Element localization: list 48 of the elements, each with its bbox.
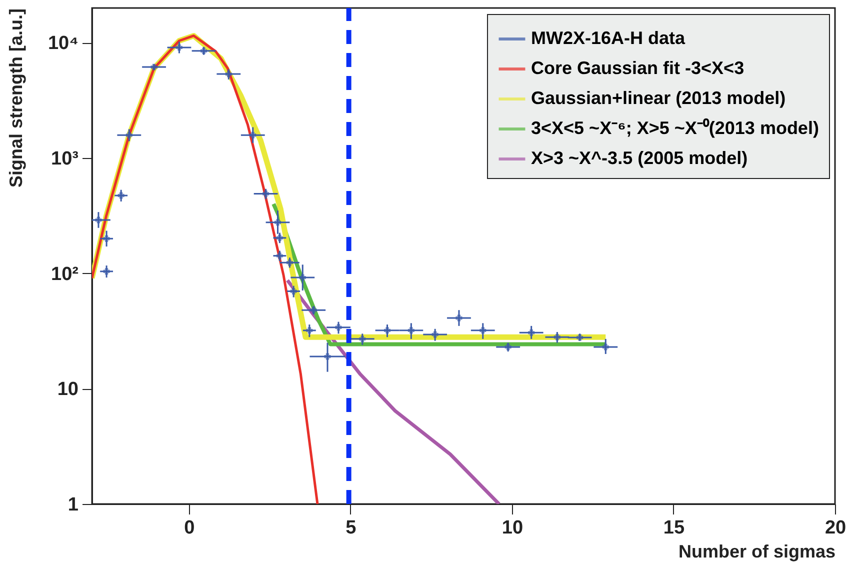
- y-tick-label: 10⁴: [48, 33, 78, 54]
- y-tick-label: 10²: [51, 264, 78, 285]
- point: [432, 331, 438, 338]
- x-tick-label: 5: [346, 518, 357, 538]
- x-tick-label: 0: [184, 518, 195, 538]
- point: [456, 314, 462, 322]
- point: [103, 235, 110, 242]
- point: [176, 44, 182, 51]
- point: [118, 192, 124, 199]
- legend-label: Core Gaussian fit -3<X<3: [531, 58, 744, 78]
- point: [408, 327, 414, 334]
- point: [250, 132, 256, 138]
- point: [576, 334, 584, 341]
- y-axis-title: Signal strength [a.u.]: [6, 8, 26, 188]
- x-tick-label: 10: [502, 518, 524, 538]
- legend-label: Gaussian+linear (2013 model): [531, 88, 786, 108]
- point: [200, 48, 208, 54]
- point: [286, 259, 293, 266]
- point: [290, 288, 297, 294]
- point: [528, 329, 535, 336]
- point: [554, 334, 560, 340]
- point: [504, 344, 512, 350]
- point: [299, 274, 306, 281]
- legend-label: X>3 ~X^-3.5 (2005 model): [531, 148, 748, 168]
- x-axis-title: Number of sigmas: [678, 542, 836, 562]
- point: [359, 336, 366, 342]
- x-tick-label: 15: [663, 518, 685, 538]
- point: [310, 306, 317, 314]
- x-tick-label: 20: [824, 518, 846, 538]
- point: [306, 327, 313, 334]
- point: [324, 353, 331, 360]
- point: [262, 190, 270, 197]
- y-tick-label: 1: [68, 494, 79, 516]
- point: [274, 219, 281, 226]
- point: [150, 64, 158, 70]
- point: [602, 344, 609, 350]
- y-tick-label: 10³: [51, 148, 78, 170]
- point: [126, 132, 132, 138]
- point: [384, 327, 390, 334]
- point: [335, 324, 342, 331]
- legend-label: MW2X-16A-H data: [531, 28, 686, 48]
- line-series: [92, 34, 319, 504]
- point: [480, 327, 486, 334]
- y-tick-label: 10: [57, 379, 78, 400]
- legend-label: 3<X<5 ~X⁻⁶; X>5 ~X⁻⁰(2013 model): [531, 118, 819, 138]
- point: [103, 268, 110, 275]
- point: [95, 216, 102, 224]
- point: [225, 70, 232, 78]
